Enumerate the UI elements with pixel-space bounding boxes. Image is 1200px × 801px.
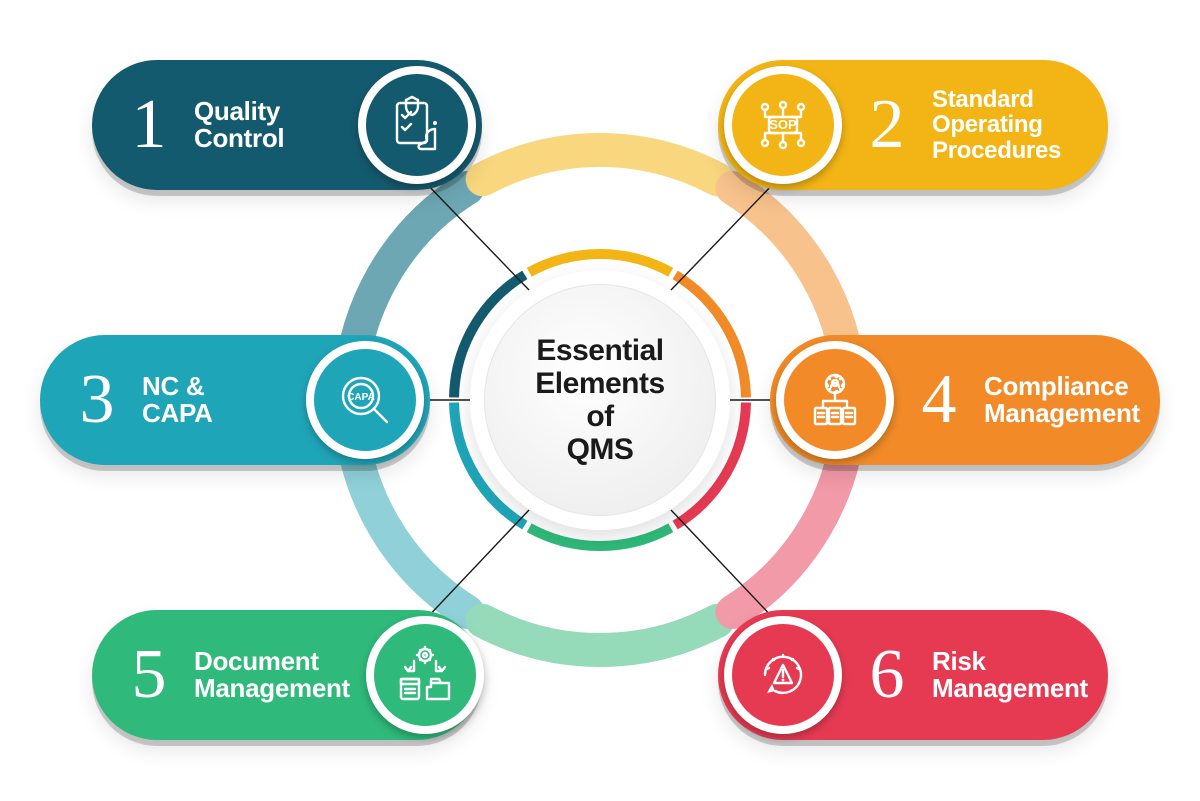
pill-5-label: DocumentManagement [194,648,350,703]
pill-4-label: ComplianceManagement [984,373,1150,428]
pill-2: SOP 2StandardOperatingProcedures [718,60,1108,190]
quality-control-icon [358,66,476,184]
hub-title: EssentialElementsofQMS [535,334,664,466]
pill-3-number: 3 [62,365,132,435]
pill-1: 1QualityControl [92,60,482,190]
pill-2-label: StandardOperatingProcedures [932,87,1098,163]
pill-5-number: 5 [114,640,184,710]
center-hub: EssentialElementsofQMS [470,270,730,530]
pill-4-number: 4 [904,365,974,435]
svg-text:CAPA: CAPA [347,392,375,403]
pill-1-number: 1 [114,90,184,160]
document-mgmt-icon [366,616,484,734]
capa-icon: CAPA [306,341,424,459]
compliance-icon [776,341,894,459]
risk-icon [724,616,842,734]
pill-6-label: RiskManagement [932,648,1098,703]
svg-text:SOP: SOP [769,117,797,132]
pill-4: 4ComplianceManagement [770,335,1160,465]
pill-5: 5DocumentManagement [92,610,482,740]
pill-6: 6RiskManagement [718,610,1108,740]
pill-6-number: 6 [852,640,922,710]
sop-icon: SOP [724,66,842,184]
pill-2-number: 2 [852,90,922,160]
infographic-stage: EssentialElementsofQMS 1QualityControl S… [0,0,1200,801]
pill-3-label: NC &CAPA [142,373,290,428]
pill-3: 3NC &CAPA CAPA [40,335,430,465]
pill-1-label: QualityControl [194,98,342,153]
